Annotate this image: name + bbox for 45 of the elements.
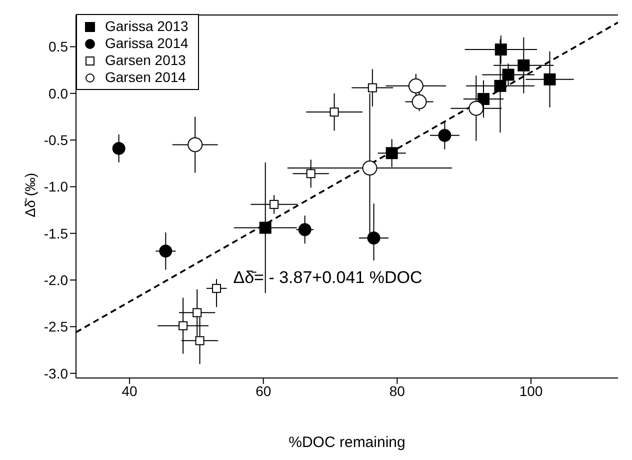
point	[494, 44, 507, 56]
point	[438, 128, 452, 142]
legend-label: Garissa 2014	[105, 35, 188, 52]
annotation: Δδ̄= - 3.87+0.041 %DOC	[233, 268, 422, 288]
x-tick-label: 60	[256, 382, 272, 399]
point	[367, 232, 380, 245]
point	[412, 94, 427, 110]
y-axis-title: Δδ̄ (‰)	[22, 171, 38, 219]
point	[544, 73, 556, 86]
point	[159, 244, 172, 258]
x-tick-label: 80	[389, 382, 406, 399]
point	[468, 100, 484, 116]
y-tick-label: -2.0	[44, 272, 68, 288]
legend-label: Garissa 2013	[105, 18, 188, 35]
point	[386, 147, 398, 160]
point	[330, 108, 339, 117]
y-tick-label: -2.5	[44, 318, 68, 335]
point	[494, 80, 506, 92]
y-tick-label: -1.0	[44, 178, 68, 195]
y-tick-label: -1.5	[44, 225, 68, 242]
point	[362, 160, 378, 176]
point	[112, 142, 126, 155]
x-tick-label: 100	[519, 382, 543, 399]
point	[192, 308, 202, 318]
y-tick-label: -0.5	[44, 132, 68, 148]
point	[478, 92, 490, 105]
x-tick-label: 40	[122, 382, 138, 399]
point	[408, 78, 424, 94]
point	[368, 83, 377, 92]
point	[188, 137, 203, 152]
point	[270, 200, 279, 209]
point	[518, 59, 530, 72]
point	[502, 68, 514, 81]
point	[298, 223, 312, 236]
y-tick-label: -3.0	[44, 365, 68, 382]
point	[195, 336, 204, 346]
point	[178, 321, 188, 330]
point	[259, 222, 272, 234]
y-tick-label: 0.0	[48, 85, 68, 102]
legend-label: Garsen 2013	[105, 52, 186, 69]
point	[306, 169, 316, 178]
legend-label: Garsen 2014	[105, 69, 186, 86]
y-tick-label: 0.5	[48, 38, 68, 55]
point	[212, 284, 222, 293]
x-axis-title: %DOC remaining	[288, 434, 406, 451]
